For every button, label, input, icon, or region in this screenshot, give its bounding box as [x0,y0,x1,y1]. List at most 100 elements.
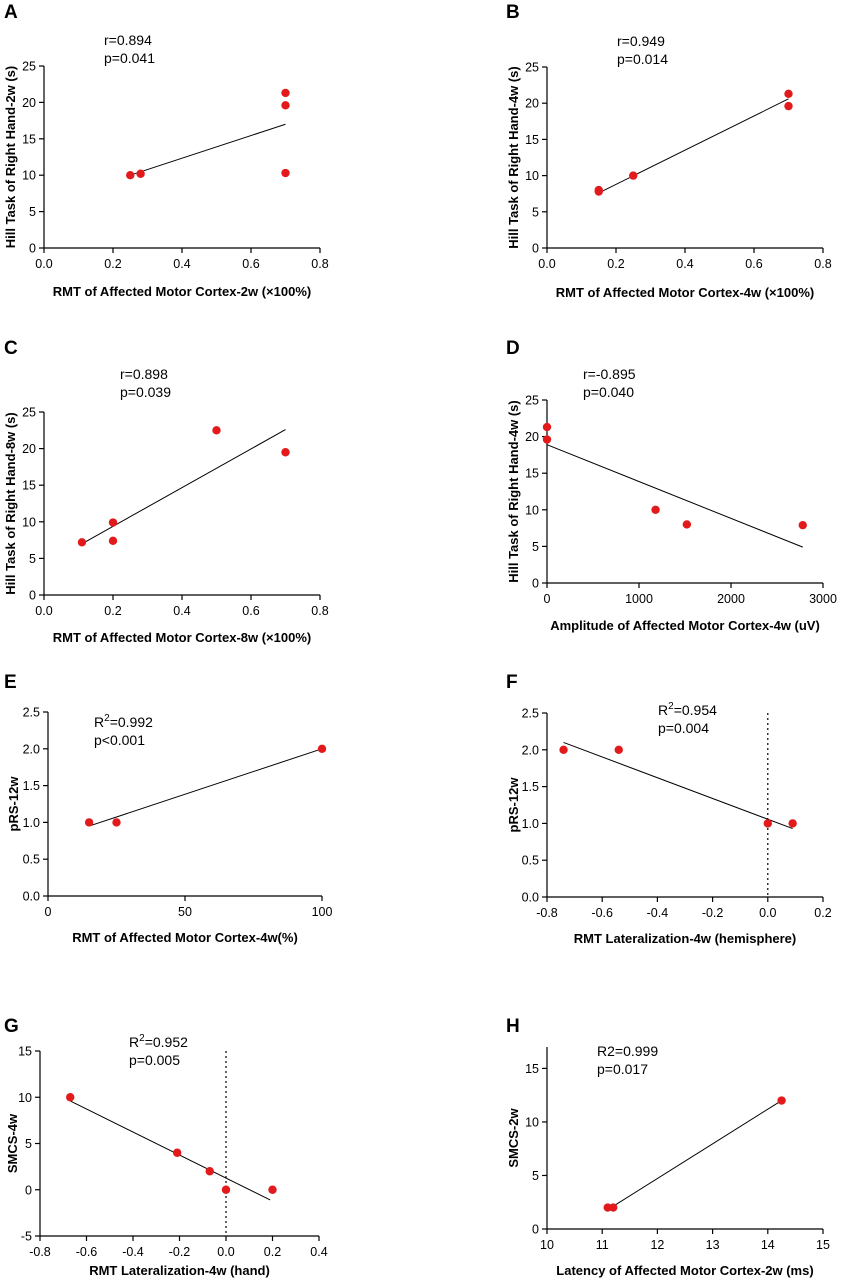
panel-g: G -0.8 -0.6 -0.4 -0.2 0.0 0.2 0.4 -5 0 5 10 15 RMT La… [4,1016,328,1278]
panel-d: D 0 1000 2000 3000 0 5 10 15 20 25 Amplitude of Aff… [506,338,837,633]
panel-letter: B [506,2,520,23]
x-tick-label: 0.2 [104,257,121,271]
x-tick-label: 50 [178,905,192,919]
data-point [172,1148,182,1157]
y-tick-label: 10 [22,169,36,183]
y-tick-label: 2.5 [522,707,539,721]
y-axis-label: Hill Task of Right Hand-4w (s) [506,400,521,583]
y-tick-label: 15 [525,133,539,147]
regression-line [546,444,803,548]
y-tick-label: -5 [21,1230,32,1244]
y-axis-label: Hill Task of Right Hand-8w (s) [3,412,18,595]
regression-line [88,748,323,827]
y-tick-label: 20 [525,97,539,111]
stat-p-value: p=0.004 [658,720,709,736]
y-axis-label: SMCS-4w [5,1113,20,1173]
panel-f: F -0.8 -0.6 -0.4 -0.2 0.0 0.2 0.0 0.5 1.0 1.5 2.0 2.… [506,672,832,946]
stat-coefficient: r=0.898 [120,366,168,382]
y-tick-label: 5 [532,1169,539,1183]
regression-line [598,98,789,194]
x-tick-label: 0.0 [538,257,555,271]
x-axis-label: Latency of Affected Motor Cortex-2w (ms) [556,1263,813,1278]
y-tick-label: 2.0 [23,742,40,756]
data-point [777,1096,786,1105]
y-tick-label: 10 [525,503,539,517]
panel-c: C 0.0 0.2 0.4 0.6 0.8 0 5 10 15 20 25 RMT of Affecte… [3,338,329,645]
x-tick-label: 0.6 [242,604,259,618]
y-tick-label: 2.5 [23,706,40,720]
y-tick-label: 0 [532,242,539,256]
x-tick-label: 13 [706,1238,720,1252]
data-point [212,426,221,435]
x-tick-label: 11 [596,1238,609,1252]
data-point [281,88,290,98]
y-tick-label: 2.0 [522,743,539,757]
y-tick-label: 10 [525,1115,539,1129]
data-point [763,819,772,828]
regression-line [607,1100,782,1211]
x-tick-label: 0.8 [814,257,831,271]
x-tick-label: 0.0 [217,1245,234,1259]
data-point [542,435,552,444]
y-tick-label: 15 [525,1062,539,1076]
x-tick-label: 0.0 [35,604,52,618]
data-point [112,818,121,827]
y-tick-label: 5 [29,205,36,219]
panel-b: B 0.0 0.2 0.4 0.6 0.8 0 5 10 15 20 25 RMT of Affecte… [506,2,832,300]
y-tick-label: 10 [18,1091,32,1105]
y-tick-label: 5 [29,552,36,566]
data-point [84,818,94,827]
data-point [784,89,793,98]
y-tick-label: 0 [532,1223,539,1237]
x-axis-label: Amplitude of Affected Motor Cortex-4w (u… [550,618,820,633]
y-tick-label: 20 [22,96,36,110]
stat-coefficient: R2=0.992 [94,713,153,730]
x-tick-label: -0.2 [169,1245,191,1259]
data-point [788,819,797,828]
y-tick-label: 20 [22,442,36,456]
x-tick-label: 0 [45,905,52,919]
y-tick-label: 25 [525,61,539,75]
y-tick-label: 0.5 [522,854,539,868]
stat-p-value: p=0.041 [104,50,155,66]
stat-coefficient: R2=0.954 [658,701,717,718]
x-tick-label: 0.2 [814,906,831,920]
x-tick-label: 2000 [717,592,745,606]
stat-p-value: p=0.040 [583,384,634,400]
x-tick-label: 15 [816,1238,830,1252]
y-tick-label: 0.0 [522,891,539,905]
y-tick-label: 20 [525,430,539,444]
data-point [281,168,290,178]
data-point [594,185,603,195]
data-point [205,1167,214,1176]
panel-letter: C [4,338,18,359]
panel-letter: G [4,1016,19,1037]
x-tick-label: -0.4 [122,1245,144,1259]
y-tick-label: 0 [29,589,36,603]
y-tick-label: 25 [22,60,36,74]
y-tick-label: 0.5 [23,853,40,867]
x-tick-label: 0.2 [264,1245,281,1259]
y-tick-label: 25 [525,394,539,408]
stat-coefficient: r=0.949 [617,33,665,49]
data-point [682,520,692,529]
y-tick-label: 15 [18,1045,32,1059]
x-axis-label: RMT Lateralization-4w (hemisphere) [574,931,796,946]
panel-letter: A [4,2,18,23]
x-tick-label: 0.6 [745,257,762,271]
y-tick-label: 15 [525,467,539,481]
panel-letter: D [506,338,520,359]
stat-coefficient: R2=0.952 [129,1033,188,1050]
y-axis-label: Hill Task of Right Hand-4w (s) [506,66,521,249]
x-tick-label: 10 [540,1238,554,1252]
panel-letter: F [506,672,518,693]
x-tick-label: -0.8 [29,1245,51,1259]
y-tick-label: 15 [22,479,36,493]
panel-e: E 0 50 100 0.0 0.5 1.0 1.5 2.0 2.5 RMT of Affected… [4,672,332,945]
panel-letter: E [4,672,17,693]
data-point [629,171,638,180]
x-tick-label: -0.4 [647,906,669,920]
stat-coefficient: r=-0.895 [583,366,636,382]
x-tick-label: 3000 [809,592,837,606]
